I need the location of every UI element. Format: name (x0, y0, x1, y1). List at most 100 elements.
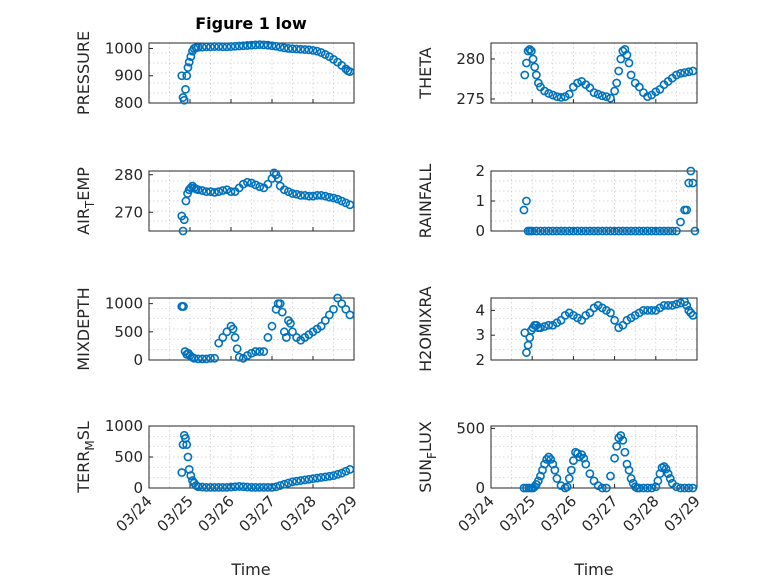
data-point (182, 440, 192, 449)
data-point (247, 482, 256, 492)
data-point (601, 226, 611, 236)
data-point (201, 42, 211, 52)
data-point (283, 187, 293, 197)
data-point (682, 205, 692, 215)
data-point (273, 174, 283, 183)
x-axis-label-right: Time (573, 560, 613, 579)
data-point (552, 226, 562, 236)
data-point (177, 468, 187, 477)
data-point (226, 482, 236, 492)
data-point (663, 469, 673, 479)
data-point (226, 187, 236, 197)
data-point (286, 318, 295, 328)
data-point (690, 226, 700, 236)
data-point (544, 320, 554, 330)
data-point (271, 41, 281, 51)
data-point (531, 226, 541, 236)
data-point (296, 476, 306, 485)
data-point (308, 45, 318, 55)
data-point (622, 50, 632, 60)
data-point (281, 333, 291, 342)
data-point (271, 482, 281, 492)
subplot-2: 275 280 THETA (416, 42, 698, 108)
subplot-5: 0 500 1000 MIXDEPTH (74, 287, 355, 371)
y-axis-label: TERRMSL (74, 421, 97, 494)
data-point (251, 347, 260, 356)
data-point (575, 452, 584, 462)
data-point (320, 316, 330, 325)
data-point (206, 353, 215, 363)
data-point (345, 464, 355, 474)
axes-border (490, 297, 698, 361)
data-point (676, 483, 685, 493)
y-tick-label: 4 (475, 301, 485, 319)
data-point (676, 217, 685, 227)
data-point (546, 454, 556, 464)
data-point (316, 48, 326, 57)
data-point (341, 466, 351, 476)
data-point (593, 226, 603, 236)
data-point (337, 468, 347, 478)
data-point (536, 323, 545, 333)
data-point (581, 459, 591, 469)
data-point (181, 84, 190, 94)
subplot-6: 2 3 4 H2OMIXRA (416, 286, 698, 372)
data-point (197, 42, 207, 52)
data-point (184, 57, 194, 67)
data-point (201, 482, 211, 492)
data-point (210, 42, 219, 51)
data-point (659, 226, 669, 236)
data-markers (177, 40, 355, 105)
data-point (659, 301, 669, 310)
data-point (684, 67, 694, 77)
data-point (612, 78, 622, 88)
data-point (186, 471, 196, 480)
data-point (589, 226, 599, 236)
data-point (275, 299, 285, 309)
data-point (300, 475, 310, 485)
data-point (247, 40, 256, 50)
data-point (540, 322, 549, 331)
y-label-main: RAINFALL (416, 164, 435, 239)
data-point (316, 190, 326, 200)
data-point (665, 474, 675, 483)
data-point (292, 189, 301, 199)
data-point (610, 226, 619, 236)
data-point (279, 185, 289, 195)
data-point (667, 301, 677, 310)
data-point (634, 483, 644, 493)
data-point (263, 482, 273, 492)
data-point (542, 454, 552, 464)
data-point (531, 70, 541, 80)
data-point (324, 192, 334, 202)
data-point (612, 441, 622, 451)
data-point (519, 205, 529, 215)
data-point (324, 310, 334, 320)
y-tick-label: 0 (475, 222, 485, 240)
data-point (179, 95, 189, 105)
data-point (684, 178, 694, 188)
data-point (589, 88, 599, 97)
data-point (682, 301, 692, 310)
data-point (523, 46, 533, 56)
data-point (288, 477, 297, 487)
y-label-main: THETA (416, 47, 435, 99)
data-point (234, 41, 244, 51)
data-point (520, 70, 530, 80)
data-point (647, 226, 657, 236)
y-tick-label: 500 (114, 448, 143, 466)
y-axis-label: MIXDEPTH (74, 287, 93, 370)
data-point (527, 226, 537, 236)
data-point (304, 45, 314, 55)
data-point (247, 178, 256, 188)
data-point (275, 481, 285, 490)
data-markers (519, 431, 698, 493)
data-point (320, 472, 330, 482)
data-point (651, 226, 661, 236)
data-point (214, 338, 224, 348)
data-point (680, 68, 690, 77)
y-label-main: PRESSURE (74, 31, 93, 115)
data-point (630, 226, 640, 236)
data-point (540, 459, 549, 469)
data-point (647, 305, 657, 315)
